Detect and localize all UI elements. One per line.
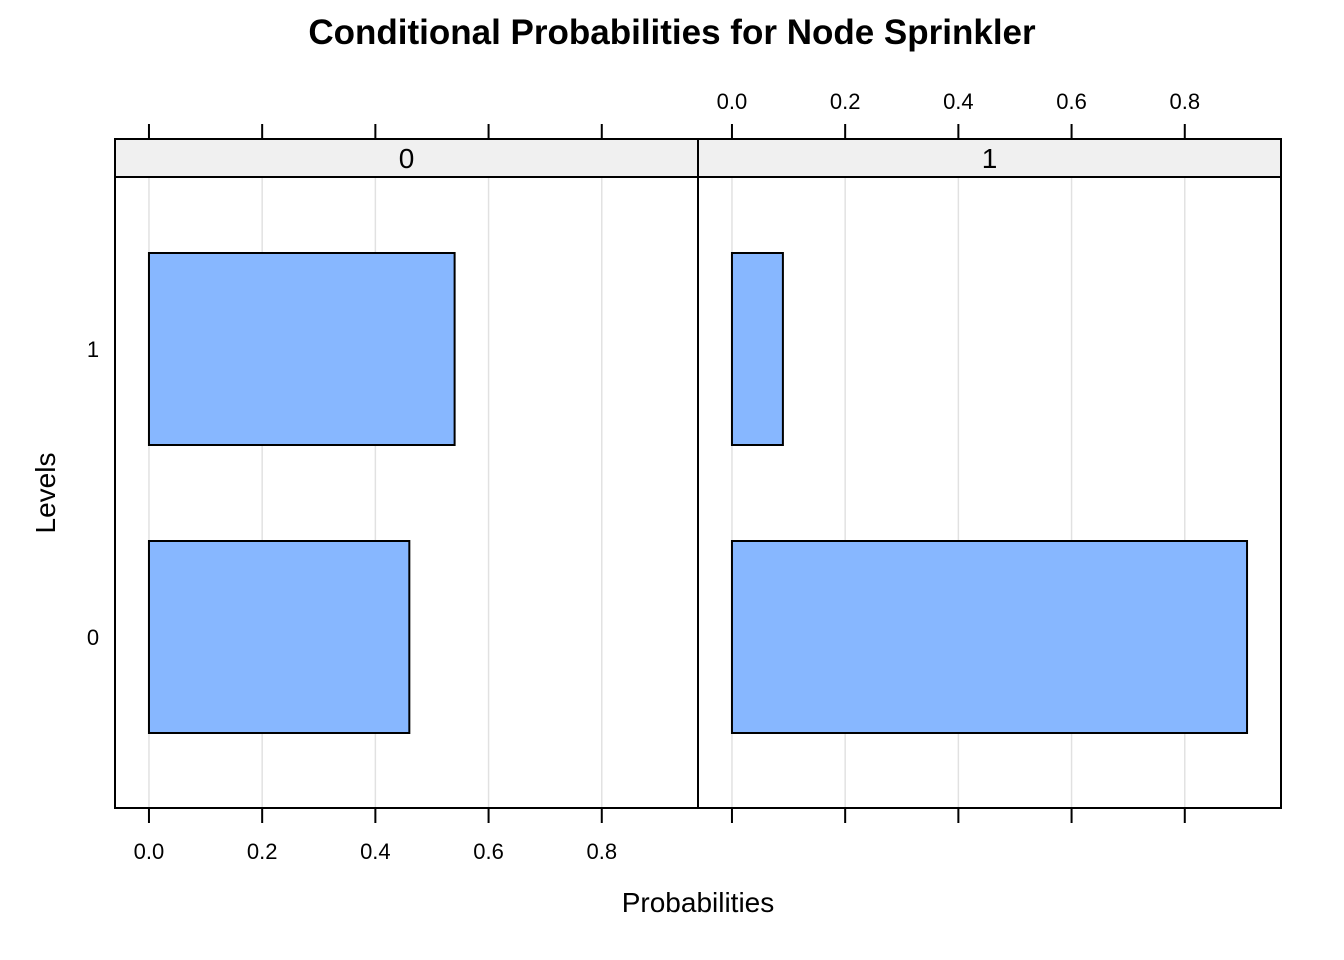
y-tick-label: 0 xyxy=(87,625,99,650)
x-tick-label: 0.4 xyxy=(360,839,391,864)
x-tick-label: 0.0 xyxy=(134,839,165,864)
bar-panel1-level0 xyxy=(730,540,1249,734)
x-tick-label: 0.4 xyxy=(943,89,974,114)
bar-panel1-level1 xyxy=(730,252,784,446)
panel-border xyxy=(697,176,1282,809)
bar-panel0-level1 xyxy=(147,252,456,446)
x-tick-label: 0.6 xyxy=(1056,89,1087,114)
x-tick-label: 0.8 xyxy=(1169,89,1200,114)
strip-label: 1 xyxy=(982,143,998,174)
strip-panel-0 xyxy=(114,138,699,178)
x-tick-label: 0.0 xyxy=(717,89,748,114)
chart-title: Conditional Probabilities for Node Sprin… xyxy=(308,13,1036,52)
x-tick-label: 0.2 xyxy=(247,839,278,864)
x-tick-label: 0.6 xyxy=(473,839,504,864)
y-axis-label: Levels xyxy=(30,453,61,534)
x-tick-label: 0.2 xyxy=(830,89,861,114)
x-tick-label: 0.8 xyxy=(586,839,617,864)
y-tick-label: 1 xyxy=(87,337,99,362)
panels: 0 0.0 0.2 0.4 0.6 0.8 1 0.0 0.2 0.4 0.6 0.8 0 1 xyxy=(87,89,1282,864)
bar-panel0-level0 xyxy=(147,540,411,734)
strip-panel-1 xyxy=(697,138,1282,178)
strip-label: 0 xyxy=(399,143,415,174)
x-axis-label: Probabilities xyxy=(622,887,775,918)
